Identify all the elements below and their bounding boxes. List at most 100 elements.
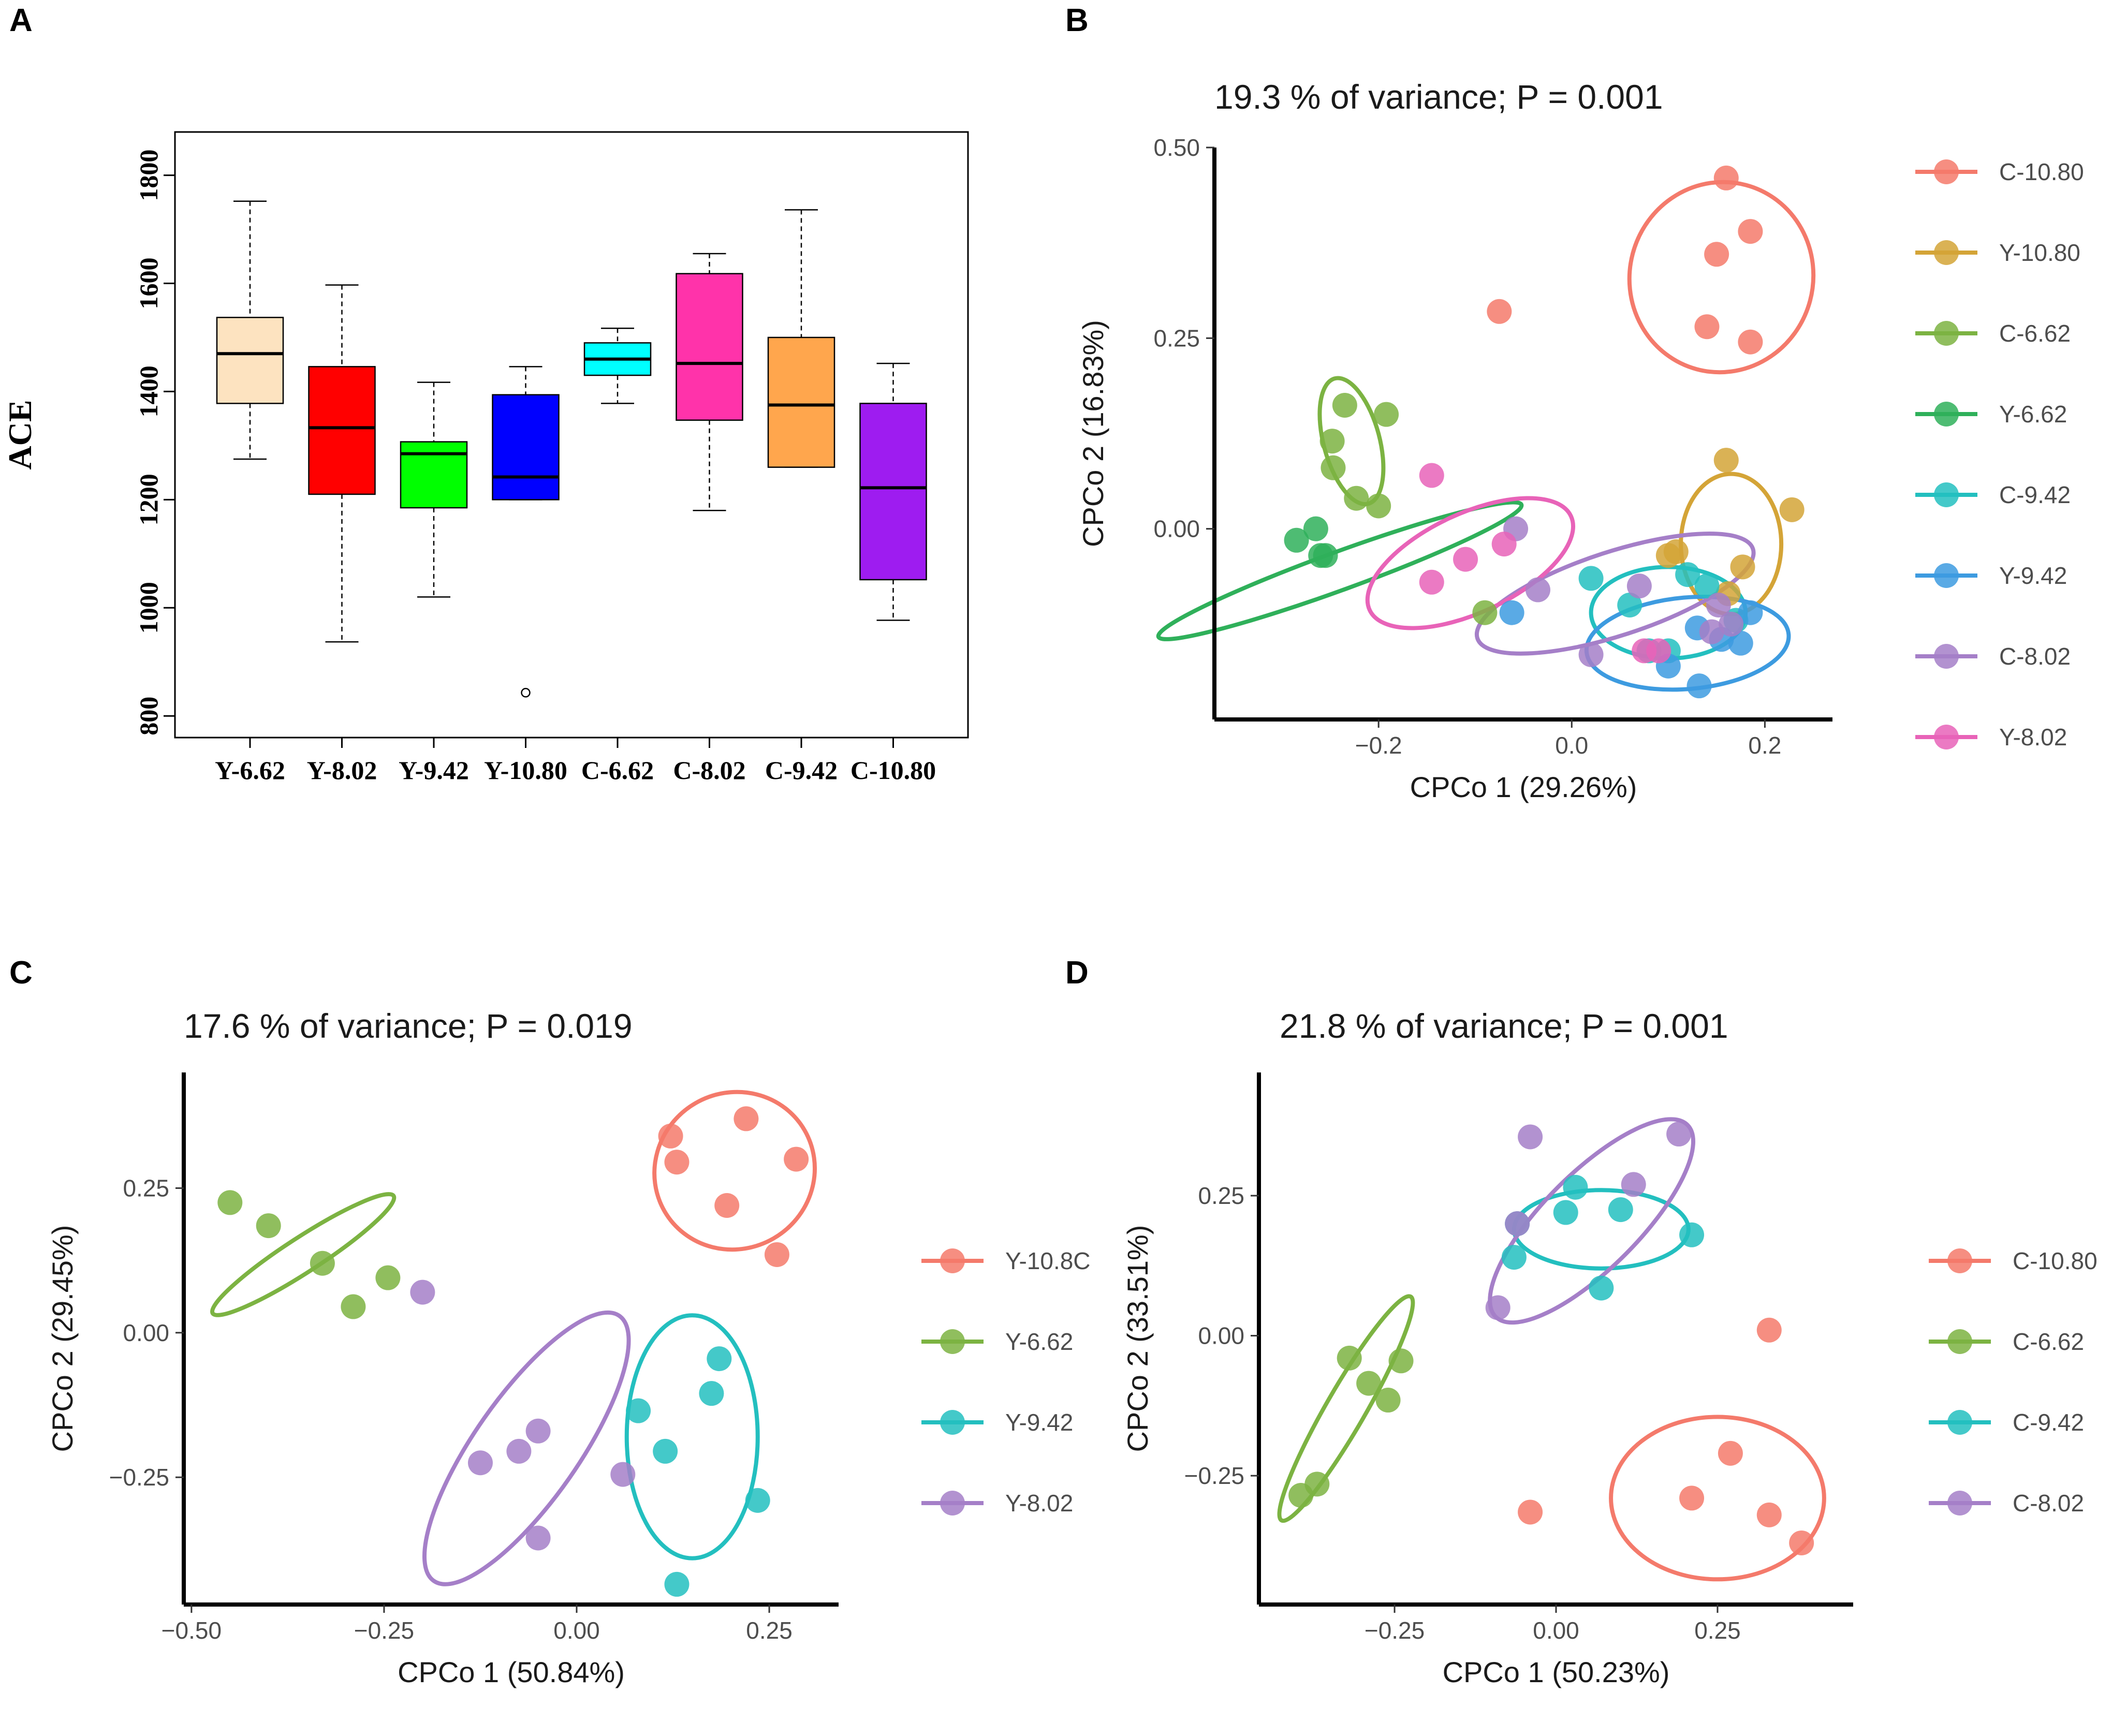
- box-Y-10.80: [492, 366, 560, 698]
- legend-item-C-8.02: C-8.02: [1915, 643, 2071, 670]
- point-C-9.42: [1608, 1197, 1633, 1223]
- point-Y-8.02: [610, 1462, 636, 1487]
- point-C-6.62: [1344, 486, 1369, 511]
- x-tick-label: −0.2: [1355, 732, 1402, 759]
- x-tick-label: −0.25: [1365, 1617, 1425, 1644]
- x-tick-label: 0.2: [1748, 732, 1781, 759]
- point-C-9.42: [1675, 562, 1700, 587]
- pcoa-plot-b: 19.3 % of variance; P = 0.001 −0.2 0.0 0.2 0…: [1077, 78, 2084, 803]
- point-Y-8.02: [1419, 463, 1444, 488]
- point-C-10.80: [1487, 299, 1512, 324]
- point-Y-10.8C: [764, 1242, 789, 1267]
- point-Y-8.02: [525, 1418, 551, 1444]
- legend-label: C-8.02: [2013, 1490, 2084, 1517]
- iqr-box: [308, 366, 376, 495]
- point-C-6.62: [1374, 402, 1399, 427]
- x-tick-label: C-10.80: [850, 756, 936, 785]
- point-Y-8.02: [525, 1525, 551, 1551]
- box-Y-8.02: [308, 284, 376, 643]
- point-Y-8.02: [1453, 547, 1478, 572]
- iqr-box: [492, 394, 560, 501]
- point-Y-9.42: [1499, 600, 1524, 625]
- point-Y-10.8C: [734, 1106, 759, 1131]
- point-Y-9.42: [664, 1571, 690, 1597]
- confidence-ellipse-C-10.80: [1609, 1415, 1826, 1582]
- legend-marker: [1934, 321, 1959, 346]
- plot-title: 19.3 % of variance; P = 0.001: [1214, 78, 1663, 116]
- legend-label: Y-8.02: [1005, 1490, 1073, 1517]
- x-tick-label: 0.00: [553, 1617, 600, 1644]
- iqr-box: [859, 403, 927, 581]
- point-Y-8.02: [1419, 569, 1444, 595]
- point-C-8.02: [1505, 1211, 1530, 1237]
- legend-marker: [1947, 1329, 1972, 1354]
- legend-item-Y-8.02: Y-8.02: [921, 1490, 1073, 1517]
- point-Y-8.02: [1646, 638, 1671, 664]
- legend-label: C-8.02: [1999, 643, 2071, 670]
- y-axis-title: CPCo 2 (29.45%): [46, 1225, 79, 1452]
- legend-label: Y-6.62: [1999, 401, 2067, 428]
- legend-item-Y-10.8C: Y-10.8C: [921, 1247, 1091, 1274]
- point-C-9.42: [1679, 1222, 1705, 1247]
- confidence-ellipse-Y-8.02: [422, 1310, 631, 1586]
- point-C-8.02: [1525, 577, 1550, 602]
- point-C-6.62: [1288, 1482, 1314, 1508]
- point-C-9.42: [1563, 1174, 1588, 1200]
- point-C-9.42: [1589, 1275, 1614, 1301]
- y-tick-label: 0.00: [123, 1319, 169, 1346]
- confidence-ellipse-Y-10.8C: [652, 1090, 817, 1252]
- point-Y-10.80: [1779, 497, 1805, 522]
- y-tick-label: 0.00: [1153, 516, 1200, 542]
- point-C-9.42: [1617, 593, 1642, 617]
- x-tick-label: 0.0: [1555, 732, 1588, 759]
- point-Y-10.80: [1655, 543, 1681, 568]
- x-tick-label: 0.00: [1533, 1617, 1579, 1644]
- legend-marker: [1934, 402, 1959, 426]
- y-tick-label: −0.25: [1184, 1462, 1244, 1489]
- point-C-6.62: [1356, 1371, 1382, 1396]
- y-tick-label: 1400: [134, 365, 163, 417]
- iqr-box: [767, 336, 835, 468]
- y-tick-label: 0.50: [1153, 134, 1200, 161]
- y-tick-label: 0.25: [123, 1174, 169, 1201]
- x-tick-label: −0.50: [162, 1617, 222, 1644]
- box-C-10.80: [859, 362, 927, 621]
- legend-marker: [940, 1248, 965, 1273]
- pcoa-plot-d: 21.8 % of variance; P = 0.001 −0.25 0.00 0.…: [1121, 1007, 2098, 1688]
- point-C-9.42: [1501, 1245, 1527, 1270]
- legend-marker: [940, 1491, 965, 1516]
- y-tick-label: 1200: [134, 474, 163, 525]
- panel-label-a: A: [9, 3, 33, 38]
- outlier-point: [521, 688, 531, 698]
- legend-item-C-9.42: C-9.42: [1929, 1409, 2084, 1436]
- confidence-ellipse-Y-6.62: [1156, 500, 1524, 641]
- y-axis-title: ACE: [2, 400, 38, 469]
- point-C-8.02: [1699, 619, 1724, 644]
- point-C-8.02: [1666, 1122, 1692, 1147]
- legend-marker: [1934, 240, 1959, 265]
- point-Y-9.42: [626, 1398, 651, 1423]
- point-Y-9.42: [1728, 630, 1753, 656]
- iqr-box: [400, 441, 468, 509]
- panel-label-c: C: [9, 955, 33, 991]
- point-C-6.62: [1321, 455, 1346, 480]
- point-C-9.42: [1694, 573, 1720, 599]
- confidence-ellipse-C-9.42: [1512, 1188, 1691, 1271]
- point-Y-9.42: [653, 1438, 678, 1464]
- legend-marker: [1934, 725, 1959, 749]
- point-Y-10.80: [1713, 448, 1739, 473]
- legend-label: C-6.62: [2013, 1328, 2084, 1355]
- point-C-10.80: [1756, 1502, 1782, 1527]
- point-Y-9.42: [707, 1346, 732, 1372]
- point-Y-6.62: [341, 1294, 366, 1319]
- legend-label: Y-10.80: [1999, 239, 2080, 266]
- point-C-8.02: [1706, 593, 1731, 617]
- legend-marker: [1934, 563, 1959, 588]
- point-Y-10.80: [1730, 554, 1755, 580]
- panel-label-b: B: [1065, 3, 1089, 38]
- point-C-6.62: [1388, 1348, 1414, 1374]
- point-C-8.02: [1578, 642, 1604, 667]
- point-C-6.62: [1375, 1388, 1401, 1413]
- point-C-10.80: [1738, 219, 1763, 244]
- legend-item-Y-6.62: Y-6.62: [921, 1328, 1073, 1355]
